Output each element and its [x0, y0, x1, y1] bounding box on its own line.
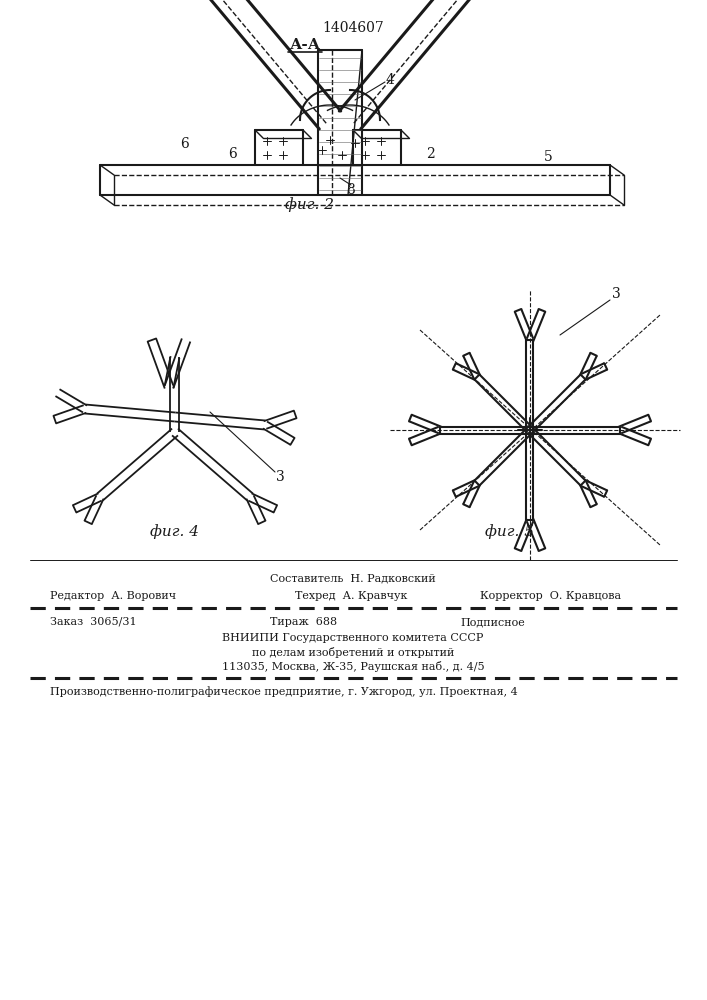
Text: 3: 3	[276, 470, 284, 484]
Text: Тираж  688: Тираж 688	[270, 617, 337, 627]
Text: 8: 8	[346, 183, 356, 197]
Text: Составитель  Н. Радковский: Составитель Н. Радковский	[270, 573, 436, 583]
Text: фиг. 2: фиг. 2	[286, 198, 334, 212]
Text: 3: 3	[612, 287, 620, 301]
Text: Подписное: Подписное	[460, 617, 525, 627]
Text: 6: 6	[228, 147, 238, 161]
Text: 2: 2	[426, 147, 434, 161]
Text: 6: 6	[180, 137, 189, 151]
Text: фиг. 5: фиг. 5	[486, 525, 534, 539]
Text: 113035, Москва, Ж-35, Раушская наб., д. 4/5: 113035, Москва, Ж-35, Раушская наб., д. …	[222, 660, 484, 672]
Text: 5: 5	[544, 150, 552, 164]
Text: А-А: А-А	[289, 38, 320, 52]
Text: ВНИИПИ Государственного комитета СССР: ВНИИПИ Государственного комитета СССР	[222, 633, 484, 643]
Text: Редактор  А. Ворович: Редактор А. Ворович	[50, 591, 176, 601]
Text: Производственно-полиграфическое предприятие, г. Ужгород, ул. Проектная, 4: Производственно-полиграфическое предприя…	[50, 687, 518, 697]
Text: Корректор  О. Кравцова: Корректор О. Кравцова	[480, 591, 621, 601]
Text: Техред  А. Кравчук: Техред А. Кравчук	[295, 591, 407, 601]
Text: 1404607: 1404607	[322, 21, 384, 35]
Text: 4: 4	[385, 73, 395, 87]
Text: по делам изобретений и открытий: по делам изобретений и открытий	[252, 647, 454, 658]
Text: фиг. 4: фиг. 4	[151, 525, 199, 539]
Text: Заказ  3065/31: Заказ 3065/31	[50, 617, 136, 627]
